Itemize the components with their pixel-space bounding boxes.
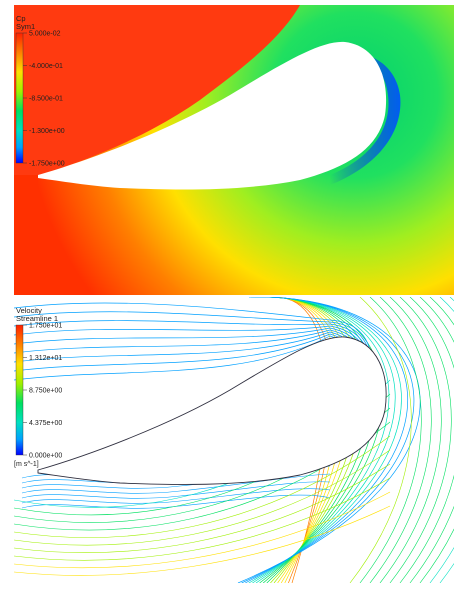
velocity-units-label: [m s^-1] xyxy=(14,461,39,468)
streamline xyxy=(14,463,391,553)
cp-tick-label: -8.500e-01 xyxy=(29,96,63,103)
streamline xyxy=(349,297,412,583)
streamline xyxy=(14,491,391,569)
velocity-colorbar-ramp xyxy=(15,324,24,456)
cp-high-pressure-region xyxy=(14,5,300,295)
cp-legend-subtitle: Sym1 xyxy=(16,22,35,31)
streamline xyxy=(14,505,391,576)
velocity-tick-label: 4.375e+00 xyxy=(29,420,62,427)
cp-tick-label: -1.300e+00 xyxy=(29,128,65,135)
cp-tick-label: 5.000e-02 xyxy=(29,31,61,38)
cp-tick-label: -4.000e-01 xyxy=(29,63,63,70)
streamline xyxy=(21,473,331,494)
velocity-legend-subtitle: Streamline 1 xyxy=(16,314,58,323)
streamline xyxy=(14,449,391,546)
airfoil-outline-bottom xyxy=(37,336,387,485)
streamline xyxy=(14,302,373,381)
streamline xyxy=(389,297,452,583)
streamline xyxy=(369,297,432,583)
cp-colorbar-ramp xyxy=(15,32,24,164)
cp-suction-band xyxy=(330,51,401,186)
cp-legend-title: Cp xyxy=(16,14,26,23)
streamline xyxy=(409,297,454,583)
streamline xyxy=(14,477,391,561)
streamline xyxy=(379,297,442,583)
streamline xyxy=(399,297,454,583)
streamline xyxy=(14,311,373,387)
streamline xyxy=(359,297,422,583)
streamline xyxy=(21,481,331,499)
velocity-tick-label: 0.000e+00 xyxy=(29,453,62,460)
velocity-colorbar: Velocity Streamline 1 1.750e+01 1.312e+01… xyxy=(14,306,62,468)
cp-left-boundary-band xyxy=(14,175,38,295)
streamline xyxy=(14,435,391,538)
velocity-tick-label: 1.312e+01 xyxy=(29,355,62,362)
cp-contour-panel xyxy=(14,5,454,295)
streamline xyxy=(255,297,390,583)
cp-colorbar: Cp Sym1 5.000e-02 -4.000e-01 -8.500e-01 -1.… xyxy=(15,14,65,168)
velocity-legend-title: Velocity xyxy=(16,306,42,315)
velocity-tick-label: 1.750e+01 xyxy=(29,323,62,330)
velocity-streamline-panel xyxy=(14,297,454,583)
streamline xyxy=(419,297,454,583)
airfoil-body-top xyxy=(38,41,387,190)
streamline xyxy=(21,494,331,509)
velocity-tick-label: 8.750e+00 xyxy=(29,388,62,395)
streamline xyxy=(21,488,331,504)
streamline xyxy=(245,297,408,583)
cp-tick-label: -1.750e+00 xyxy=(29,161,65,168)
